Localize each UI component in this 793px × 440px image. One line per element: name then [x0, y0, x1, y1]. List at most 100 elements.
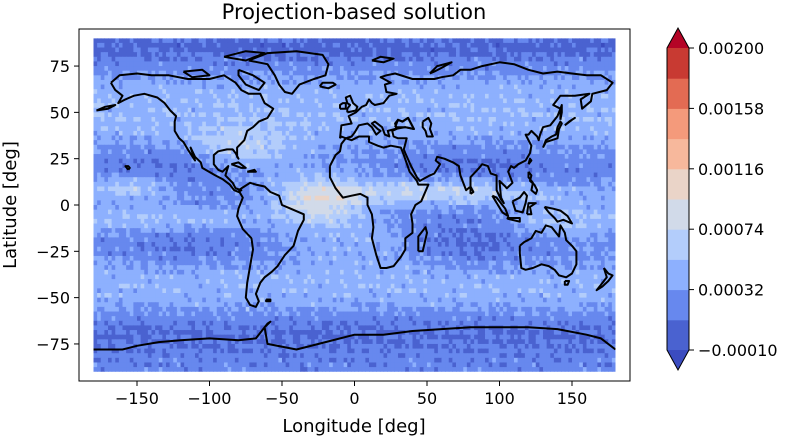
heatmap-cell	[390, 181, 395, 188]
heatmap-cell	[485, 79, 490, 86]
heatmap-cell	[401, 79, 406, 86]
heatmap-cell	[582, 66, 588, 72]
heatmap-cell	[408, 158, 414, 164]
heatmap-cell	[408, 149, 414, 155]
heatmap-cell	[427, 89, 432, 95]
heatmap-cell	[572, 42, 577, 49]
heatmap-cell	[517, 154, 522, 160]
heatmap-cell	[289, 154, 294, 160]
heatmap-cell	[514, 93, 519, 100]
heatmap-cell	[481, 66, 486, 72]
heatmap-cell	[249, 66, 254, 72]
heatmap-cell	[441, 84, 446, 90]
heatmap-cell	[492, 117, 497, 123]
heatmap-cell	[593, 140, 598, 146]
heatmap-cell	[253, 195, 258, 201]
heatmap-cell	[358, 163, 363, 169]
heatmap-cell	[597, 149, 602, 155]
heatmap-cell	[158, 56, 163, 63]
heatmap-cell	[481, 135, 486, 141]
heatmap-cell	[495, 158, 501, 164]
heatmap-cell	[118, 163, 124, 169]
heatmap-cell	[140, 89, 145, 95]
heatmap-cell	[597, 172, 602, 178]
heatmap-cell	[485, 130, 490, 137]
heatmap-cell	[169, 154, 174, 160]
heatmap-cell	[318, 195, 323, 201]
heatmap-cell	[202, 144, 207, 151]
heatmap-cell	[546, 79, 551, 86]
heatmap-cell	[115, 52, 120, 58]
heatmap-cell	[303, 47, 308, 53]
heatmap-cell	[108, 98, 113, 104]
heatmap-cell	[115, 56, 120, 63]
heatmap-cell	[376, 66, 381, 72]
heatmap-cell	[303, 140, 308, 146]
heatmap-cell	[481, 140, 486, 146]
heatmap-cell	[575, 130, 580, 137]
heatmap-cell	[205, 149, 211, 155]
heatmap-cell	[314, 149, 319, 155]
heatmap-cell	[278, 112, 283, 118]
heatmap-cell	[126, 112, 131, 118]
heatmap-cell	[535, 56, 540, 63]
heatmap-cell	[205, 191, 211, 197]
heatmap-cell	[506, 191, 511, 197]
heatmap-cell	[289, 126, 294, 132]
heatmap-cell	[492, 79, 497, 86]
heatmap-cell	[369, 130, 374, 137]
heatmap-cell	[238, 121, 243, 127]
heatmap-cell	[445, 163, 450, 169]
heatmap-cell	[488, 140, 493, 146]
heatmap-cell	[285, 61, 290, 67]
heatmap-cell	[354, 158, 359, 164]
heatmap-cell	[137, 126, 142, 132]
heatmap-cell	[126, 79, 131, 86]
heatmap-cell	[543, 126, 548, 132]
heatmap-cell	[155, 191, 160, 197]
heatmap-cell	[260, 56, 265, 63]
heatmap-cell	[427, 112, 432, 118]
heatmap-cell	[477, 103, 482, 109]
heatmap-cell	[278, 38, 283, 44]
heatmap-cell	[191, 93, 196, 100]
heatmap-cell	[354, 93, 359, 100]
heatmap-cell	[158, 154, 163, 160]
heatmap-cell	[572, 84, 577, 90]
heatmap-cell	[205, 117, 211, 123]
heatmap-cell	[488, 121, 493, 127]
heatmap-cell	[427, 135, 432, 141]
heatmap-cell	[535, 93, 540, 100]
heatmap-cell	[216, 93, 221, 100]
heatmap-cell	[456, 140, 461, 146]
heatmap-cell	[155, 103, 160, 109]
heatmap-cell	[481, 130, 486, 137]
heatmap-cell	[383, 66, 388, 72]
heatmap-cell	[488, 181, 493, 188]
heatmap-cell	[372, 186, 377, 192]
heatmap-cell	[289, 52, 294, 58]
heatmap-cell	[445, 121, 450, 127]
heatmap-cell	[557, 177, 562, 183]
heatmap-cell	[321, 149, 327, 155]
heatmap-cell	[510, 186, 515, 192]
heatmap-cell	[307, 130, 312, 137]
heatmap-cell	[412, 75, 417, 81]
heatmap-cell	[162, 38, 167, 44]
heatmap-cell	[187, 84, 192, 90]
heatmap-cell	[126, 61, 131, 67]
heatmap-cell	[151, 144, 156, 151]
heatmap-cell	[412, 181, 417, 188]
heatmap-cell	[292, 56, 298, 63]
heatmap-cell	[492, 75, 497, 81]
heatmap-cell	[419, 154, 424, 160]
heatmap-cell	[187, 154, 192, 160]
heatmap-cell	[104, 66, 109, 72]
heatmap-cell	[126, 75, 131, 81]
heatmap-cell	[481, 167, 486, 174]
heatmap-cell	[474, 154, 479, 160]
heatmap-cell	[329, 186, 334, 192]
heatmap-cell	[213, 52, 218, 58]
heatmap-cell	[510, 75, 515, 81]
heatmap-cell	[430, 186, 435, 192]
